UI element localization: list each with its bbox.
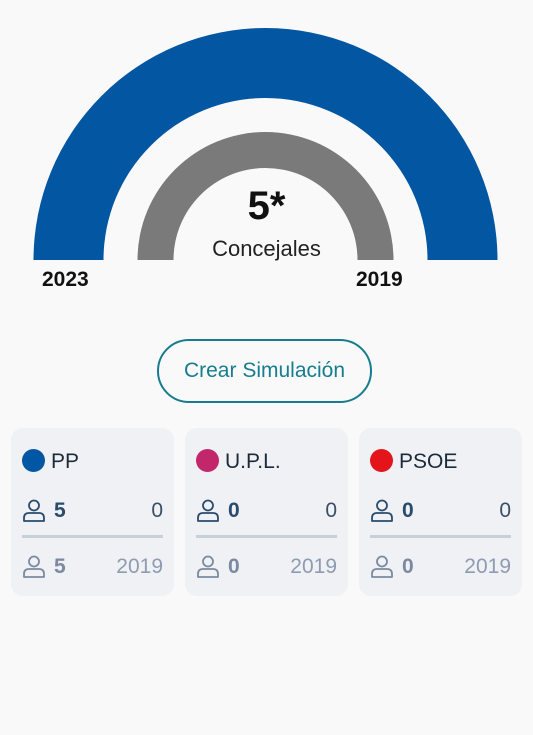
- person-icon: [371, 499, 393, 522]
- party-card-upl[interactable]: U.P.L. 0 0 0 2019: [185, 428, 348, 596]
- person-icon: [197, 499, 219, 522]
- seat-count: 5: [54, 499, 66, 522]
- seat-value: 0: [325, 499, 337, 522]
- inner-arc-2019: [137, 132, 394, 260]
- create-simulation-button[interactable]: Crear Simulación: [157, 339, 372, 403]
- party-card-psoe[interactable]: PSOE 0 0 0 2019: [359, 428, 522, 596]
- year-previous: 2019: [356, 268, 403, 291]
- party-name: PSOE: [399, 450, 458, 473]
- previous-year: 2019: [290, 555, 337, 578]
- seat-count: 0: [402, 499, 414, 522]
- party-color-dot: [22, 449, 45, 472]
- person-icon: [23, 499, 45, 522]
- previous-seats-row: 5 2019: [22, 554, 163, 580]
- total-seats: 5*: [247, 184, 286, 228]
- party-name: U.P.L.: [225, 450, 281, 473]
- outer-arc-2023: [33, 27, 498, 260]
- divider: [370, 535, 511, 538]
- previous-seats-row: 0 2019: [370, 554, 511, 580]
- current-seats-row: 5 0: [22, 498, 163, 524]
- seat-value: 0: [499, 499, 511, 522]
- previous-year: 2019: [464, 555, 511, 578]
- person-icon: [371, 555, 393, 578]
- party-card-pp[interactable]: PP 5 0 5 2019: [11, 428, 174, 596]
- seat-count: 0: [228, 499, 240, 522]
- party-color-dot: [196, 449, 219, 472]
- person-icon: [23, 555, 45, 578]
- current-seats-row: 0 0: [196, 498, 337, 524]
- seat-arcs-chart: [33, 27, 498, 260]
- previous-year: 2019: [116, 555, 163, 578]
- person-icon: [197, 555, 219, 578]
- divider: [22, 535, 163, 538]
- previous-seat-count: 0: [228, 555, 240, 578]
- year-current: 2023: [42, 268, 89, 291]
- seats-label: Concejales: [212, 236, 321, 261]
- previous-seats-row: 0 2019: [196, 554, 337, 580]
- divider: [196, 535, 337, 538]
- previous-seat-count: 0: [402, 555, 414, 578]
- current-seats-row: 0 0: [370, 498, 511, 524]
- party-color-dot: [370, 449, 393, 472]
- party-name: PP: [51, 450, 80, 473]
- seat-value: 0: [151, 499, 163, 522]
- previous-seat-count: 5: [54, 555, 66, 578]
